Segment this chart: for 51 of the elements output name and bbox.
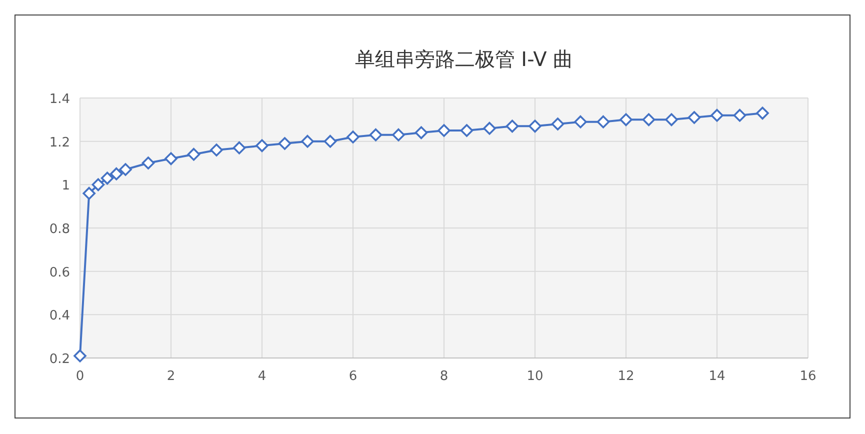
x-tick-label: 4 [258,369,266,384]
point [142,156,155,170]
point [710,108,724,122]
point [665,113,678,126]
point [506,120,519,133]
y-tick-label: 1.4 [49,92,70,107]
x-tick-label: 14 [708,369,726,384]
point [528,120,542,133]
point [574,115,587,128]
x-tick-label: 0 [76,369,84,384]
y-tick-label: 0.2 [49,352,70,367]
x-tick-label: 8 [440,369,448,384]
point [438,124,450,137]
x-tick-label: 12 [618,369,634,384]
point [620,113,632,126]
y-tick-label: 1 [62,178,70,194]
x-tick-label: 6 [348,369,358,384]
point [596,115,610,128]
point [324,134,337,148]
point [346,130,360,144]
point [392,128,405,142]
point [369,128,382,142]
point [164,152,178,166]
point [756,106,769,120]
point [414,126,428,140]
point [210,144,223,156]
point [551,118,564,130]
y-tick-label: 0.6 [49,265,70,280]
point [110,167,123,180]
point [92,178,105,192]
point [74,349,86,362]
point [187,148,200,161]
x-tick-label: 16 [800,369,816,384]
point [100,172,114,185]
point [642,113,656,126]
point [688,111,701,124]
point [733,108,746,122]
y-tick-label: 0.8 [49,222,70,237]
x-tick-label: 2 [166,369,176,384]
point [483,122,496,135]
point [256,139,268,152]
chart-title: 单组串旁路二极管 I-V 曲 [354,47,574,71]
point [301,134,314,148]
point [278,137,292,150]
point [232,141,246,154]
x-tick-label: 10 [526,369,544,384]
point [119,163,132,176]
y-tick-label: 0.4 [49,308,70,324]
y-tick-label: 1.2 [49,135,70,150]
point [82,186,96,200]
point [460,124,474,137]
